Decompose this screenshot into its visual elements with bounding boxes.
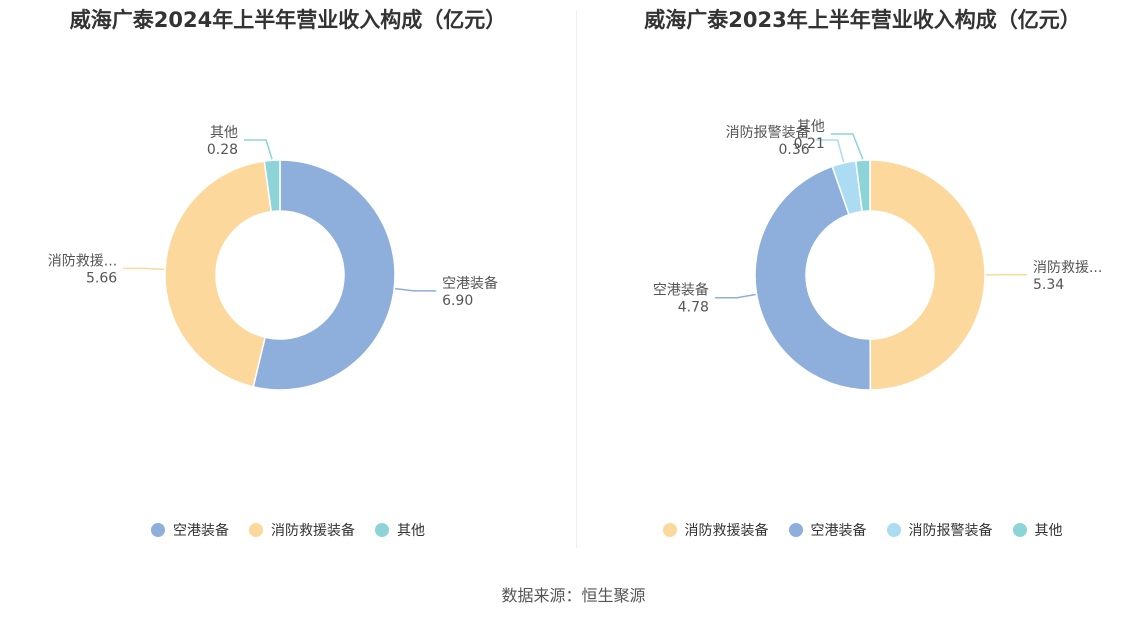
legend-item-其他[interactable]: 其他 [1012,520,1063,540]
slice-value-空港装备: 6.90 [442,293,473,309]
leader-line-其他 [244,139,273,160]
legend-marker [886,523,901,537]
legend-label: 其他 [397,523,425,539]
legend-marker [1012,523,1027,537]
legend-marker [662,523,677,537]
legend-label: 空港装备 [173,523,229,539]
chart-title-2024: 威海广泰2024年上半年营业收入构成（亿元） [69,8,507,32]
slice-label-空港装备: 空港装备 [442,275,498,292]
legend-item-空港装备[interactable]: 空港装备 [151,520,229,540]
legend-label: 消防报警装备 [908,523,993,539]
legend-item-其他[interactable]: 其他 [375,520,425,540]
legend-item-消防救援装备[interactable]: 消防救援装备 [662,520,769,540]
slice-消防救援装备[interactable] [164,160,273,388]
data-source: 数据来源：恒生聚源 [501,586,646,605]
leader-line-消防救援装备 [123,267,165,271]
slice-value-消防救援装备: 5.34 [1033,277,1064,293]
leader-line-消防报警装备 [815,139,845,163]
legend-label: 消防救援装备 [684,523,769,539]
slice-其他[interactable] [855,159,871,213]
slice-value-其他: 0.21 [794,136,825,152]
slice-value-其他: 0.28 [207,142,238,158]
slice-label-其他: 其他 [797,119,825,135]
leader-line-空港装备 [714,293,756,299]
chart-title-2023: 威海广泰2023年上半年营业收入构成（亿元） [644,8,1081,32]
slice-label-消防救援装备: 消防救援... [1033,260,1102,276]
slice-value-空港装备: 4.78 [678,300,709,316]
legend-2024: 空港装备 消防救援装备 其他 [0,520,576,540]
legend-item-消防救援装备[interactable]: 消防救援装备 [249,520,355,540]
slice-空港装备[interactable] [252,159,396,391]
legend-label: 消防救援装备 [271,523,355,539]
slice-其他[interactable] [263,159,281,213]
legend-marker [375,523,389,537]
legend-marker [788,523,803,537]
slice-label-消防救援装备: 消防救援... [48,253,117,269]
slice-label-消防报警装备: 消防报警装备 [726,124,810,141]
legend-item-空港装备[interactable]: 空港装备 [788,520,867,540]
legend-label: 空港装备 [810,523,867,539]
slice-空港装备[interactable] [754,165,872,391]
slice-value-消防救援装备: 5.66 [86,270,117,286]
chart-panel-2023: 威海广泰2023年上半年营业收入构成（亿元） 消防救援... 5.34 空港装备 4.… [578,0,1147,560]
legend-item-消防报警装备[interactable]: 消防报警装备 [886,520,993,540]
legend-marker [249,523,263,537]
leader-line-其他 [830,133,864,160]
slice-label-其他: 其他 [210,125,238,141]
slice-消防救援装备[interactable] [869,159,986,391]
slice-value-消防报警装备: 0.36 [778,142,809,158]
panel-divider [576,10,577,548]
leader-line-空港装备 [395,287,437,292]
chart-panel-2024: 威海广泰2024年上半年营业收入构成（亿元） 空港装备 6.90 消防救援... 5.… [0,0,576,560]
legend-2023: 消防救援装备 空港装备 消防报警装备 其他 [578,520,1147,540]
legend-label: 其他 [1034,523,1063,539]
legend-marker [151,523,165,537]
slice-label-空港装备: 空港装备 [653,282,709,299]
